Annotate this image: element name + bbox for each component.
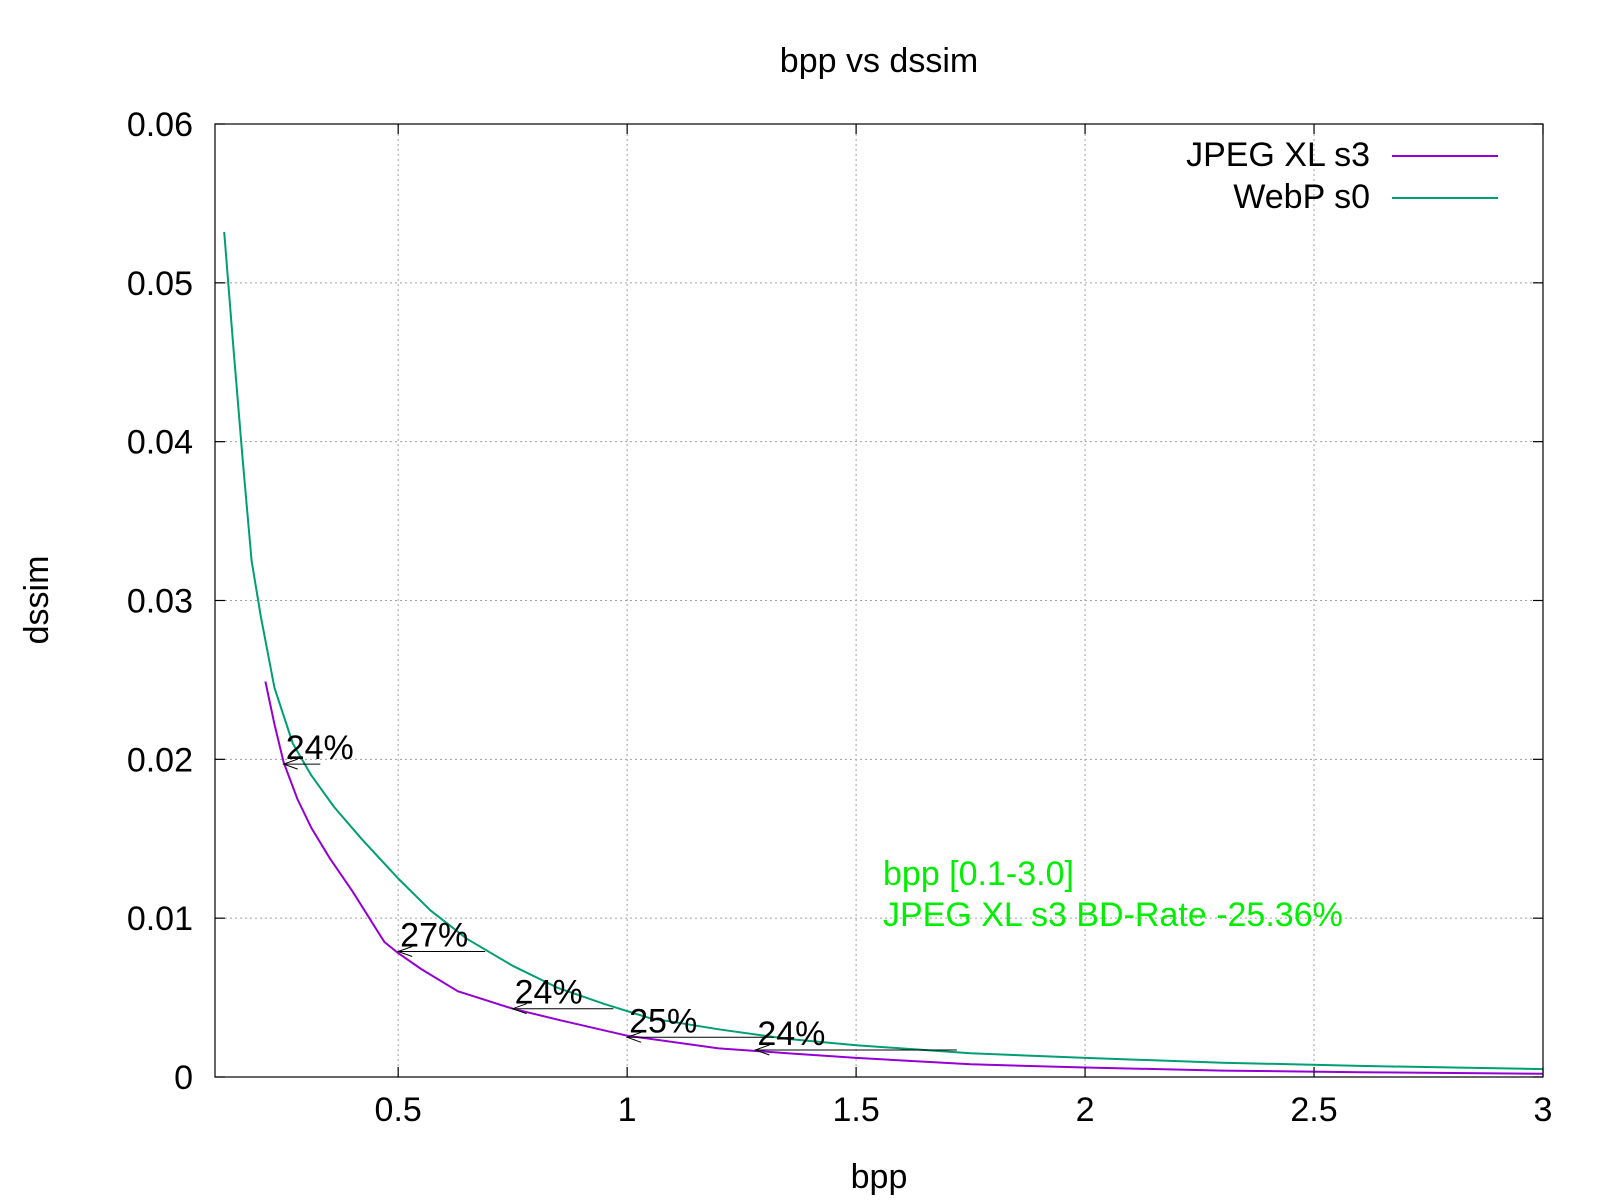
savings-label: 24% — [757, 1015, 825, 1053]
x-tick-label: 3 — [1534, 1091, 1553, 1129]
x-tick-label: 1 — [618, 1091, 637, 1129]
y-tick-label: 0.01 — [127, 900, 193, 938]
chart-title: bpp vs dssim — [780, 42, 978, 80]
y-tick-label: 0 — [174, 1059, 193, 1097]
annotation-bpp-range: bpp [0.1-3.0] — [883, 855, 1074, 893]
savings-arrowhead — [753, 1044, 770, 1056]
savings-label: 25% — [629, 1002, 697, 1040]
y-tick-label: 0.03 — [127, 583, 193, 621]
y-tick-label: 0.02 — [127, 741, 193, 779]
y-tick-label: 0.06 — [127, 106, 193, 144]
x-tick-label: 0.5 — [375, 1091, 422, 1129]
webp-curve — [223, 231, 1544, 1071]
savings-arrowhead — [282, 758, 298, 770]
savings-arrows: 24% 27% 24% 25% 24% — [282, 729, 957, 1056]
legend-label-jpeg-xl: JPEG XL s3 — [1186, 136, 1370, 174]
annotation-bd-rate: JPEG XL s3 BD-Rate -25.36% — [883, 896, 1343, 934]
legend: JPEG XL s3 WebP s0 — [1186, 136, 1498, 216]
y-tick-label: 0.04 — [127, 424, 193, 462]
x-tick-label: 1.5 — [832, 1091, 879, 1129]
savings-label: 27% — [400, 917, 468, 955]
savings-arrowhead — [396, 946, 413, 957]
savings-label: 24% — [515, 974, 583, 1012]
savings-arrowhead — [511, 1003, 527, 1015]
x-axis-label: bpp — [851, 1158, 908, 1196]
x-tick-label: 2 — [1076, 1091, 1095, 1129]
savings-arrowhead — [625, 1031, 642, 1043]
ticks — [215, 123, 1544, 1078]
savings-label: 24% — [286, 729, 354, 767]
x-tick-label: 2.5 — [1290, 1091, 1337, 1129]
jpeg-xl-curve — [264, 681, 1544, 1075]
bd-rate-annotation: bpp [0.1-3.0] JPEG XL s3 BD-Rate -25.36% — [883, 855, 1343, 934]
y-tick-label: 0.05 — [127, 265, 193, 303]
legend-label-webp: WebP s0 — [1233, 178, 1370, 216]
labels: 0.5 1 1.5 2 2.5 3 0 0.01 0.02 0.03 0.04 0.05 0.06 — [127, 106, 1553, 1129]
curves — [223, 231, 1544, 1075]
grid — [215, 124, 1543, 1077]
y-axis-label: dssim — [18, 556, 56, 645]
